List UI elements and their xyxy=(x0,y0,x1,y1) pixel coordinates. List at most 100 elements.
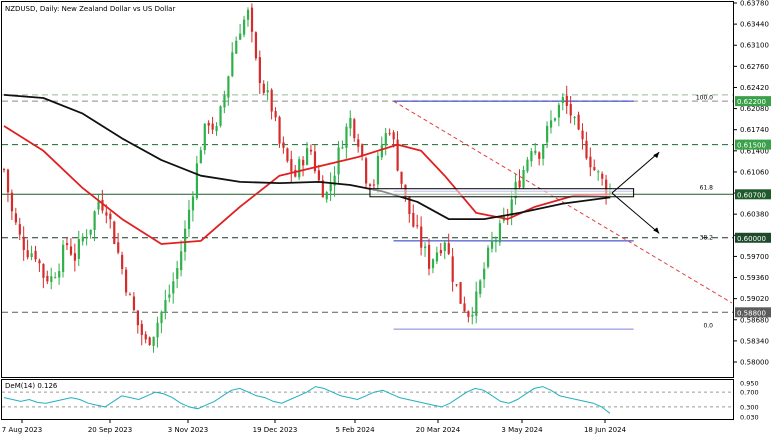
candle-body xyxy=(136,310,139,326)
candle-body xyxy=(117,242,120,253)
candle-body xyxy=(605,179,608,195)
candle-body xyxy=(317,170,321,181)
y-tick-label: 0.62760 xyxy=(740,63,769,71)
fib-label-38.2: 38.2 xyxy=(700,234,714,241)
candle-body xyxy=(518,180,521,188)
candle-body xyxy=(254,32,258,59)
x-tick-label: 20 Mar 2024 xyxy=(416,426,461,434)
candle-body xyxy=(309,149,313,152)
price-badge-2 xyxy=(735,307,771,318)
candle-body xyxy=(424,246,427,249)
candle-body xyxy=(302,159,305,166)
candle-body xyxy=(597,171,600,173)
candle-body xyxy=(479,280,482,294)
candle-body xyxy=(97,201,100,210)
candle-body xyxy=(172,281,175,294)
candle-body xyxy=(601,173,604,179)
candle-body xyxy=(113,221,116,244)
candle-body xyxy=(345,126,348,149)
candle-body xyxy=(207,122,210,126)
candle-body xyxy=(168,294,171,298)
candle-body xyxy=(58,271,61,278)
candle-body xyxy=(81,236,84,242)
candle-body xyxy=(250,7,254,32)
chart-title: NZDUSD, Daily: New Zealand Dollar vs US … xyxy=(5,5,175,13)
consolidation-box xyxy=(369,188,635,198)
candle-body xyxy=(435,252,439,262)
candle-body xyxy=(239,33,242,40)
candle-body xyxy=(180,251,183,271)
bearish-arrow-head xyxy=(653,227,660,234)
candle-body xyxy=(290,159,293,172)
y-tick-label: 0.59700 xyxy=(740,253,769,261)
candle-body xyxy=(569,104,572,116)
candle-body xyxy=(361,144,364,157)
price-badge-label: 0.58800 xyxy=(737,309,766,317)
y-tick-label: 0.58680 xyxy=(740,316,769,324)
candle-body xyxy=(349,117,352,129)
candle-body xyxy=(65,243,69,246)
candle-body xyxy=(144,334,147,340)
x-tick-label: 3 Nov 2023 xyxy=(168,426,208,434)
candle-body xyxy=(258,57,261,84)
candle-body xyxy=(199,150,202,164)
candle-body xyxy=(538,152,541,159)
price-badge-4 xyxy=(735,96,771,107)
candle-body xyxy=(132,296,136,311)
candle-body xyxy=(148,337,151,346)
candle-body xyxy=(223,95,226,108)
y-tick-label: 0.61400 xyxy=(740,147,769,155)
x-tick-label: 19 Dec 2023 xyxy=(253,426,298,434)
y-tick-label: 0.58000 xyxy=(740,359,769,367)
y-tick-label: 0.61740 xyxy=(740,126,769,134)
candle-body xyxy=(26,250,29,258)
candle-body xyxy=(490,240,494,249)
y-tick-label: 0.59360 xyxy=(740,274,769,282)
ma-layer xyxy=(3,94,611,245)
candle-body xyxy=(455,284,458,286)
price-badge-1 xyxy=(735,232,771,243)
candle-body xyxy=(368,184,372,186)
candle-body xyxy=(195,163,199,199)
candle-body xyxy=(227,76,230,98)
y-tick-label: 0.59020 xyxy=(740,295,769,303)
candle-body xyxy=(365,158,368,184)
annotations-layer xyxy=(369,151,660,234)
candle-body xyxy=(164,299,167,312)
candle-body xyxy=(235,40,238,54)
bullish-arrow-head xyxy=(653,152,660,159)
dem-line xyxy=(3,386,611,414)
x-tick-label: 3 May 2024 xyxy=(501,426,543,434)
candle-body xyxy=(294,169,297,177)
candle-body xyxy=(400,171,403,184)
candle-body xyxy=(380,145,383,158)
price-badge-label: 0.61500 xyxy=(737,142,766,150)
candle-body xyxy=(341,147,344,149)
candle-body xyxy=(372,184,376,186)
candle-body xyxy=(357,139,360,147)
y-tick-label: 0.63100 xyxy=(740,42,769,50)
candle-body xyxy=(510,199,513,217)
moving-average-slow xyxy=(3,94,611,221)
candle-body xyxy=(589,156,592,168)
y-tick-label: 0.60380 xyxy=(740,211,769,219)
candle-body xyxy=(321,180,324,198)
y-tick-label: 0.62080 xyxy=(740,105,769,113)
candle-body xyxy=(124,269,128,293)
candle-body xyxy=(54,277,57,279)
candle-body xyxy=(431,259,435,269)
candle-body xyxy=(262,83,265,93)
candle-body xyxy=(38,260,41,264)
candle-body xyxy=(557,104,561,118)
candle-body xyxy=(561,97,564,103)
fib-trendline xyxy=(393,100,733,304)
candle-body xyxy=(128,294,132,296)
x-tick-label: 20 Sep 2023 xyxy=(88,426,132,434)
candle-body xyxy=(306,148,309,165)
candle-body xyxy=(388,133,391,135)
candle-body xyxy=(526,159,529,172)
dem-plot-frame xyxy=(1,379,734,420)
candle-body xyxy=(191,196,195,211)
candle-body xyxy=(176,267,179,279)
candle-body xyxy=(439,250,442,254)
